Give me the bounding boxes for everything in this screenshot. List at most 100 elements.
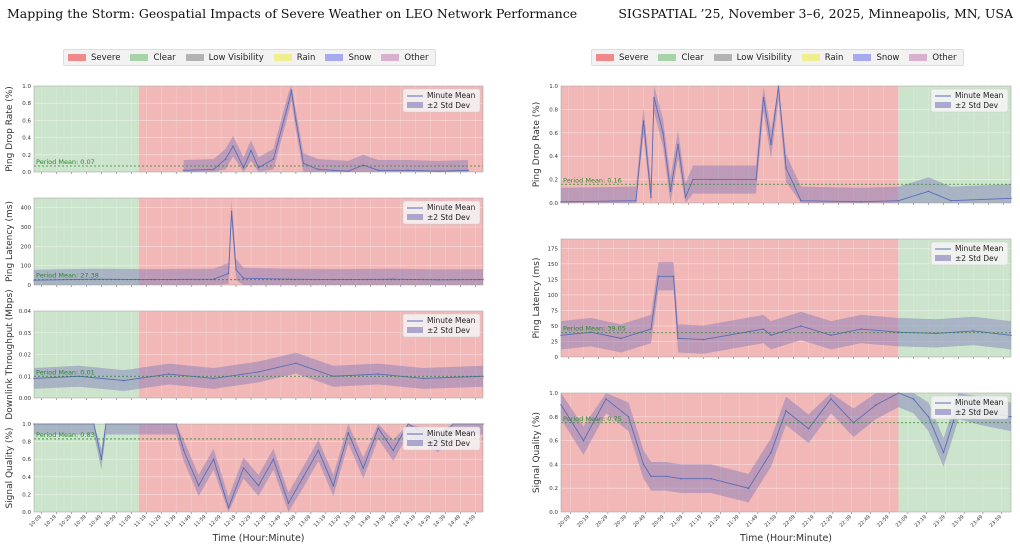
x-tick-label: 14:29	[418, 514, 432, 528]
x-tick-label: 20:09	[557, 514, 571, 528]
data-point	[332, 484, 335, 487]
x-tick-label: 23:19	[914, 514, 928, 528]
x-axis-label: Time (Hour:Minute)	[211, 533, 304, 544]
series-legend-label: Minute Mean	[427, 316, 476, 325]
data-point	[642, 120, 645, 122]
data-point	[620, 337, 622, 340]
legend-swatch	[801, 54, 820, 61]
series-legend-label: Minute Mean	[955, 398, 1004, 407]
legend-swatch	[853, 54, 872, 61]
legend-swatch	[325, 54, 344, 61]
data-point	[302, 162, 305, 165]
data-point	[295, 119, 297, 122]
legend-label: Severe	[91, 52, 121, 63]
period-mean-label: Period Mean: 0.75	[563, 415, 622, 423]
data-point	[230, 210, 233, 213]
period-mean-label: Period Mean: 39.05	[563, 325, 626, 333]
y-axis-label: Ping Drop Rate (%)	[5, 86, 15, 172]
x-tick-label: 10:09	[28, 514, 42, 528]
data-point	[377, 427, 380, 430]
x-tick-label: 10:59	[103, 514, 117, 528]
x-tick-label: 11:39	[163, 514, 177, 528]
y-axis-label: Ping Latency (ms)	[5, 201, 15, 282]
data-point	[677, 143, 679, 146]
data-point	[972, 330, 975, 332]
data-point	[830, 334, 832, 337]
data-point	[272, 158, 275, 160]
legend-swatch	[713, 54, 732, 61]
data-point	[182, 169, 185, 172]
legend-label: Other	[404, 52, 429, 63]
data-point	[212, 168, 215, 171]
y-tick-label: 0.4	[22, 475, 31, 481]
y-tick-label: 0	[28, 283, 32, 289]
x-tick-label: 13:19	[313, 514, 327, 528]
data-point	[287, 278, 290, 281]
data-point	[317, 449, 320, 452]
y-tick-label: 0.01	[19, 374, 31, 380]
weather-span	[561, 393, 899, 512]
data-point	[257, 484, 260, 487]
x-tick-label: 14:39	[433, 514, 447, 528]
std-band	[561, 262, 1011, 354]
data-point	[332, 278, 335, 281]
y-tick-label: 125	[548, 277, 559, 283]
y-tick-label: 0.4	[549, 154, 558, 160]
x-tick-label: 23:49	[970, 514, 984, 528]
series-legend-label: ±2 Std Dev	[427, 213, 471, 222]
data-point	[392, 449, 395, 452]
weather-legend-item: Severe	[68, 53, 120, 63]
x-tick-label: 13:09	[298, 514, 312, 528]
legend-label: Low Visibility	[736, 52, 792, 63]
data-point	[807, 427, 810, 430]
data-point	[653, 96, 655, 99]
data-point	[657, 275, 660, 278]
x-tick-label: 21:09	[670, 514, 684, 528]
x-tick-label: 23:09	[895, 514, 909, 528]
std-band	[34, 201, 483, 285]
x-tick-label: 22:59	[876, 514, 890, 528]
x-tick-label: 13:49	[358, 514, 372, 528]
x-tick-label: 21:49	[745, 514, 759, 528]
chart-panel: 0.0 0.2 0.4 0.6 0.8 1.0 Period Mean: 0.16 Minut…	[532, 84, 1012, 207]
data-point	[755, 178, 757, 181]
data-point	[272, 458, 275, 461]
legend-label: Low Visibility	[208, 52, 264, 63]
x-tick-label: 10:39	[73, 514, 87, 528]
data-point	[212, 377, 215, 380]
series-legend-label: ±2 Std Dev	[427, 326, 471, 335]
series-legend-label: Minute Mean	[955, 91, 1004, 100]
data-point	[242, 467, 245, 469]
data-point	[662, 132, 664, 134]
y-axis-label: Ping Drop Rate (%)	[532, 102, 542, 188]
data-point	[347, 170, 350, 172]
data-point	[770, 451, 772, 454]
data-point	[332, 169, 335, 172]
data-point	[935, 332, 937, 335]
y-tick-label: 0.4	[22, 136, 31, 142]
y-tick-label: 0.0	[22, 170, 31, 176]
y-tick-label: 50	[551, 324, 558, 330]
y-tick-label: 0.4	[549, 462, 558, 468]
series-legend-label: Minute Mean	[955, 244, 1004, 253]
period-mean-label: Period Mean: 0.07	[36, 158, 95, 166]
x-tick-label: 13:39	[343, 514, 357, 528]
weather-legend-left: Severe Clear Low Visibility Rain Snow Other	[63, 49, 436, 66]
data-point	[100, 458, 103, 461]
chart-panel: 0.0 0.2 0.4 0.6 0.8 1.0 Period Mean: 0.07 Minut…	[5, 84, 484, 176]
data-point	[770, 334, 772, 337]
data-point	[287, 502, 290, 505]
period-mean-label: Period Mean: 0.16	[563, 176, 622, 184]
data-point	[257, 166, 260, 169]
data-point	[680, 477, 682, 480]
series-legend-label: ±2 Std Dev	[955, 101, 999, 110]
x-tick-label: 11:49	[178, 514, 192, 528]
x-tick-label: 23:59	[989, 514, 1003, 528]
legend-label: Clear	[153, 52, 176, 63]
x-tick-label: 10:29	[58, 514, 72, 528]
chart-panel: 0.00.20.40.60.81.010:09 10:19 10:29 10:39 10…	[5, 422, 484, 544]
legend-swatch	[273, 54, 292, 61]
x-tick-label: 11:29	[148, 514, 162, 528]
x-tick-label: 12:59	[283, 514, 297, 528]
series-line	[183, 90, 469, 172]
